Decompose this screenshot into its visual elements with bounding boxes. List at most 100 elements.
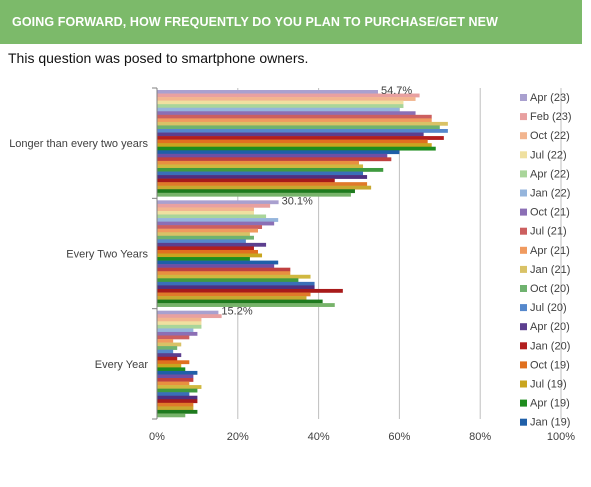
bar [157, 353, 182, 358]
bar [157, 111, 416, 116]
x-tick-label: 100% [547, 431, 575, 443]
bar [157, 132, 424, 137]
legend-label: Jul (21) [530, 226, 567, 238]
bar [157, 267, 291, 272]
bar [157, 288, 343, 293]
bar [157, 314, 222, 319]
bar [157, 107, 400, 112]
x-tick-label: 40% [308, 431, 330, 443]
bar [157, 218, 279, 222]
bar [157, 406, 194, 411]
legend-swatch [520, 151, 527, 159]
bar [157, 374, 194, 379]
bar [157, 331, 198, 336]
legend-swatch [520, 227, 527, 235]
legend-swatch [520, 342, 527, 350]
legend-label: Jul (22) [530, 149, 567, 161]
legend-swatch [520, 399, 527, 407]
bar [157, 93, 420, 98]
legend-label: Jul (19) [530, 379, 567, 391]
bar [157, 378, 194, 382]
bar [157, 285, 315, 290]
legend-label: Oct (19) [530, 359, 570, 371]
x-tick-label: 80% [469, 431, 491, 443]
bar [157, 402, 194, 407]
legend-label: Feb (23) [530, 111, 572, 123]
legend-label: Oct (20) [530, 283, 570, 295]
bar [157, 118, 432, 123]
data-label: 30.1% [282, 195, 313, 207]
legend-swatch [520, 361, 527, 369]
bar [157, 232, 250, 237]
bar [157, 114, 432, 119]
bar [157, 317, 202, 322]
bar [157, 121, 448, 126]
bar [157, 381, 190, 386]
bar [157, 388, 198, 393]
bar [157, 281, 315, 286]
bar [157, 253, 263, 258]
legend-label: Jan (21) [530, 264, 570, 276]
bar [157, 225, 263, 229]
legend-swatch [520, 170, 527, 178]
bar [157, 346, 178, 350]
bar [157, 321, 202, 326]
legend-label: Jan (20) [530, 340, 570, 352]
category-label: Longer than every two years [9, 138, 148, 150]
bar [157, 164, 364, 169]
bar [157, 143, 432, 148]
bar [157, 324, 202, 329]
bar [157, 235, 254, 240]
category-label: Every Year [95, 359, 149, 371]
bar [157, 178, 335, 183]
bar [157, 104, 404, 109]
bar [157, 203, 271, 208]
legend-swatch [520, 208, 527, 216]
bar [157, 264, 275, 268]
legend-swatch [520, 265, 527, 273]
legend-swatch [520, 113, 527, 121]
legend-label: Apr (22) [530, 168, 570, 180]
chart-header: GOING FORWARD, HOW FREQUENTLY DO YOU PLA… [0, 0, 582, 73]
x-tick-label: 20% [227, 431, 249, 443]
bar [157, 90, 378, 94]
legend-label: Jan (19) [530, 417, 570, 429]
bar [157, 335, 190, 340]
bar [157, 385, 202, 389]
bar [157, 339, 174, 343]
bar [157, 139, 428, 144]
bar [157, 97, 416, 101]
bar [157, 342, 182, 347]
bar [157, 274, 311, 279]
bar [157, 100, 404, 105]
legend-label: Oct (22) [530, 130, 570, 142]
bar [157, 296, 307, 300]
bar [157, 136, 444, 140]
bar [157, 292, 311, 297]
legend-label: Apr (23) [530, 92, 570, 104]
legend-label: Apr (20) [530, 321, 570, 333]
bar [157, 157, 392, 162]
bar [157, 370, 198, 375]
bar [157, 192, 351, 197]
bar [157, 356, 178, 361]
legend-swatch [520, 246, 527, 254]
legend-swatch [520, 304, 527, 312]
bar [157, 150, 400, 155]
bar [157, 128, 448, 133]
bar [157, 160, 359, 165]
bar [157, 214, 267, 219]
bar [157, 328, 194, 333]
legend-label: Jan (22) [530, 188, 570, 200]
bar [157, 299, 323, 304]
bar [157, 189, 355, 194]
bar [157, 210, 254, 215]
legend-swatch [520, 132, 527, 140]
x-tick-label: 0% [149, 431, 165, 443]
bar [157, 363, 182, 368]
legend-label: Apr (19) [530, 398, 570, 410]
bar [157, 349, 174, 354]
category-label: Every Two Years [66, 249, 148, 261]
bar [157, 392, 190, 397]
